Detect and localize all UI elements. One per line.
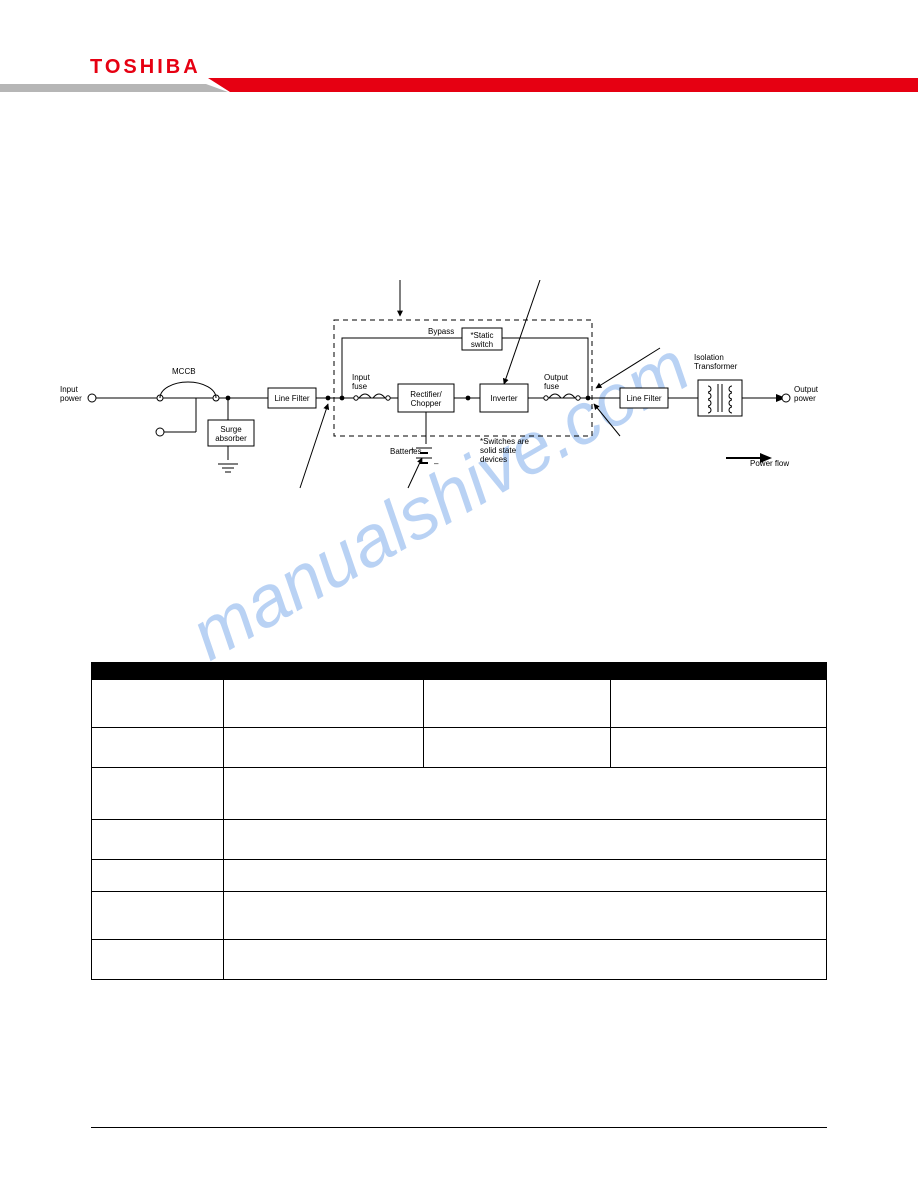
table-header-cell [223, 663, 423, 680]
table-row [92, 820, 827, 860]
table-cell [223, 728, 423, 768]
svg-text:Isolation: Isolation [694, 353, 724, 362]
footer-rule [91, 1127, 827, 1128]
svg-text:*Static: *Static [470, 331, 493, 340]
table-cell [92, 892, 224, 940]
svg-text:power: power [794, 394, 816, 403]
svg-text:Bypass: Bypass [428, 327, 454, 336]
table-cell [611, 728, 827, 768]
svg-text:fuse: fuse [352, 382, 368, 391]
specification-table [91, 662, 827, 980]
svg-text:–: – [434, 459, 439, 468]
svg-text:*Switches are: *Switches are [480, 437, 529, 446]
svg-text:absorber: absorber [215, 434, 247, 443]
svg-text:Line Filter: Line Filter [274, 394, 309, 403]
table-cell [223, 680, 423, 728]
svg-text:switch: switch [471, 340, 493, 349]
svg-text:Inverter: Inverter [490, 394, 517, 403]
table-row [92, 680, 827, 728]
table-cell [611, 680, 827, 728]
svg-text:devices: devices [480, 455, 507, 464]
svg-text:Line Filter: Line Filter [626, 394, 661, 403]
table-row [92, 892, 827, 940]
table-header-cell [611, 663, 827, 680]
table-cell [92, 860, 224, 892]
table-row [92, 728, 827, 768]
table-row [92, 768, 827, 820]
table-header-cell [92, 663, 224, 680]
svg-text:Chopper: Chopper [411, 399, 442, 408]
table-cell [223, 892, 826, 940]
table-cell [92, 820, 224, 860]
svg-text:Rectifier/: Rectifier/ [410, 390, 442, 399]
table-row [92, 860, 827, 892]
svg-text:Input: Input [60, 385, 79, 394]
table-cell [223, 768, 826, 820]
table-cell [92, 728, 224, 768]
svg-text:+: + [410, 445, 415, 454]
table-header-cell [423, 663, 611, 680]
header-gray-bar [0, 84, 206, 92]
svg-text:Power flow: Power flow [750, 459, 789, 468]
svg-text:Output: Output [544, 373, 569, 382]
table-cell [423, 728, 611, 768]
table-cell [223, 860, 826, 892]
block-diagram: InputpowerMCCBSurgeabsorberLine FilterIn… [60, 280, 858, 500]
table-body [92, 680, 827, 980]
svg-text:Surge: Surge [220, 425, 242, 434]
table-cell [223, 940, 826, 980]
table-header-row [92, 663, 827, 680]
svg-text:solid state: solid state [480, 446, 517, 455]
svg-text:fuse: fuse [544, 382, 560, 391]
table-cell [223, 820, 826, 860]
svg-text:MCCB: MCCB [172, 367, 196, 376]
table-cell [92, 940, 224, 980]
table-cell [92, 768, 224, 820]
table-cell [92, 680, 224, 728]
header-red-bar-tip [208, 78, 230, 92]
header-red-bar [230, 78, 918, 92]
table-cell [423, 680, 611, 728]
table-row [92, 940, 827, 980]
svg-text:power: power [60, 394, 82, 403]
svg-text:Transformer: Transformer [694, 362, 738, 371]
svg-text:Input: Input [352, 373, 371, 382]
brand-logo: TOSHIBA [90, 56, 201, 79]
svg-text:Output: Output [794, 385, 819, 394]
